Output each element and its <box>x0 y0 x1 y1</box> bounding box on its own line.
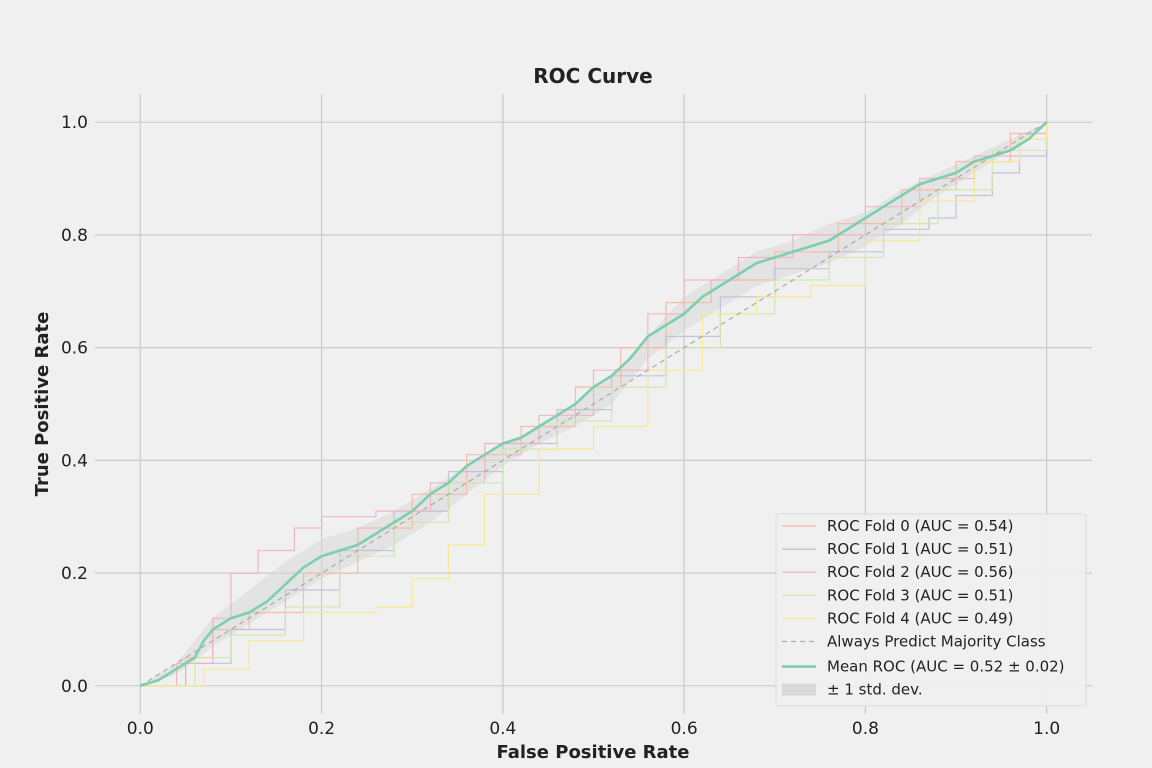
series-lines <box>139 121 1048 688</box>
y-tick-label: 0.0 <box>61 677 88 697</box>
legend-label: ± 1 std. dev. <box>827 681 923 699</box>
y-tick-label: 0.2 <box>61 564 88 584</box>
legend: ROC Fold 0 (AUC = 0.54) ROC Fold 1 (AUC =… <box>775 513 1087 707</box>
legend-swatch <box>782 683 816 696</box>
legend-label: Always Predict Majority Class <box>827 633 1046 651</box>
legend-box <box>775 513 1087 707</box>
y-tick-label: 0.8 <box>61 226 88 246</box>
x-tick-label: 1.0 <box>1033 719 1060 739</box>
y-tick-label: 1.0 <box>61 113 88 133</box>
legend-label: ROC Fold 1 (AUC = 0.51) <box>827 540 1013 558</box>
roc-fold-2-line <box>140 122 1048 687</box>
y-axis-label: True Positive Rate <box>32 312 53 497</box>
chart-title: ROC Curve <box>533 64 652 88</box>
legend-label: ROC Fold 0 (AUC = 0.54) <box>827 517 1013 535</box>
x-tick-label: 0.8 <box>852 719 879 739</box>
legend-label: ROC Fold 2 (AUC = 0.56) <box>827 563 1013 581</box>
grid <box>95 94 1092 714</box>
majority-class-line <box>139 121 1048 687</box>
mean-roc-line <box>139 121 1048 688</box>
legend-label: ROC Fold 3 (AUC = 0.51) <box>827 586 1013 604</box>
tick-labels: 0.0 0.2 0.4 0.6 0.8 1.0 0.0 0.2 0.4 0.6 0.8 1.0 <box>61 113 1060 739</box>
legend-label: Mean ROC (AUC = 0.52 ± 0.02) <box>827 658 1065 676</box>
x-tick-label: 0.2 <box>308 719 335 739</box>
x-axis-label: False Positive Rate <box>497 742 690 763</box>
roc-fold-3-line <box>140 122 1048 687</box>
x-tick-label: 0.0 <box>127 719 154 739</box>
roc-fold-4-line <box>140 122 1048 687</box>
x-tick-label: 0.4 <box>489 719 516 739</box>
legend-label: ROC Fold 4 (AUC = 0.49) <box>827 609 1013 627</box>
x-tick-label: 0.6 <box>671 719 698 739</box>
y-tick-label: 0.6 <box>61 339 88 359</box>
y-tick-label: 0.4 <box>61 451 88 471</box>
